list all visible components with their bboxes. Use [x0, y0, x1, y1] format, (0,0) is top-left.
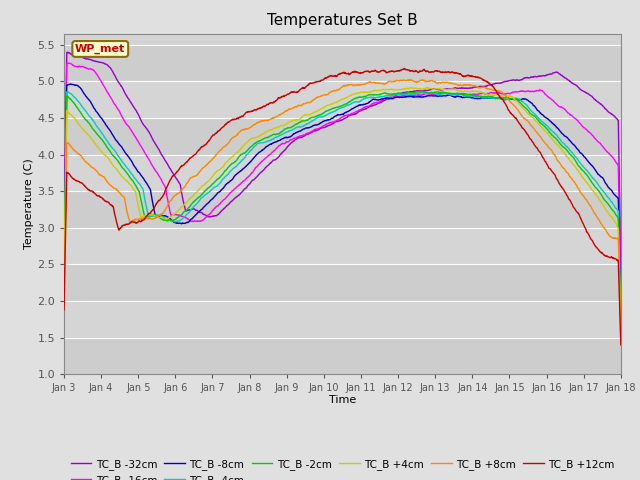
Legend: TC_B -32cm, TC_B -16cm, TC_B -8cm, TC_B -4cm, TC_B -2cm, TC_B +4cm, TC_B +8cm, T: TC_B -32cm, TC_B -16cm, TC_B -8cm, TC_B … — [67, 455, 618, 480]
X-axis label: Time: Time — [329, 395, 356, 405]
Text: WP_met: WP_met — [75, 44, 125, 54]
Bar — [64, 81, 621, 118]
Bar — [64, 228, 621, 264]
Bar — [64, 264, 621, 301]
Bar — [64, 191, 621, 228]
Title: Temperatures Set B: Temperatures Set B — [267, 13, 418, 28]
Y-axis label: Temperature (C): Temperature (C) — [24, 158, 35, 250]
Bar — [64, 118, 621, 155]
Bar — [64, 45, 621, 81]
Bar — [64, 338, 621, 374]
Bar — [64, 155, 621, 191]
Bar — [64, 301, 621, 338]
